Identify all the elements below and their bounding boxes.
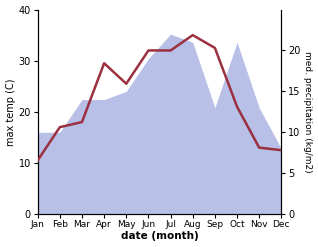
- X-axis label: date (month): date (month): [121, 231, 198, 242]
- Y-axis label: med. precipitation (kg/m2): med. precipitation (kg/m2): [303, 51, 313, 173]
- Y-axis label: max temp (C): max temp (C): [5, 78, 16, 145]
